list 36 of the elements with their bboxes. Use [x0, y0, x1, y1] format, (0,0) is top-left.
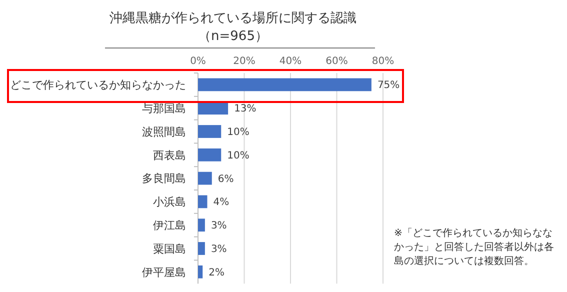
data-label: 6% — [218, 174, 234, 185]
chart-subtitle: （n=965） — [198, 29, 268, 44]
y-tick-label: 与那国島 — [142, 102, 186, 115]
y-tick-label: どこで作られているか知らなかった — [10, 78, 186, 92]
bar — [198, 218, 205, 232]
bar — [198, 148, 222, 162]
chart-title: 沖縄黒糖が作られている場所に関する認識 — [110, 11, 356, 26]
bar — [198, 78, 372, 92]
bar — [198, 172, 212, 185]
x-tick-label: 20% — [233, 56, 256, 67]
bar — [198, 125, 222, 138]
data-label: 3% — [210, 244, 227, 255]
x-tick-label: 0% — [190, 56, 206, 67]
data-label: 10% — [227, 127, 250, 138]
y-tick-label: 伊江島 — [153, 218, 186, 232]
bar — [198, 195, 208, 208]
data-label: 10% — [227, 150, 250, 162]
y-tick-label: 西表島 — [153, 148, 186, 162]
text: かった」と回答した回答者以外は各 — [394, 241, 554, 253]
data-label: 13% — [234, 104, 256, 115]
data-label: 3% — [210, 220, 227, 232]
bar — [198, 265, 203, 278]
text: 島の選択については複数回答。 — [394, 255, 534, 267]
y-tick-label: 伊平屋島 — [142, 266, 186, 279]
bar — [198, 242, 205, 255]
text: ※「どこで作られているか知らなな — [394, 227, 552, 239]
y-tick-label: 波照間島 — [142, 125, 186, 138]
y-tick-label: 粟国島 — [153, 242, 186, 256]
y-tick-label: 多良間島 — [142, 172, 186, 186]
x-tick-label: 40% — [279, 56, 302, 67]
data-label: 2% — [208, 267, 224, 278]
x-tick-label: 80% — [372, 56, 394, 67]
data-label: 4% — [213, 197, 230, 208]
data-label: 75% — [377, 80, 400, 92]
y-tick-label: 小浜島 — [153, 196, 186, 209]
x-tick-label: 60% — [326, 56, 348, 67]
